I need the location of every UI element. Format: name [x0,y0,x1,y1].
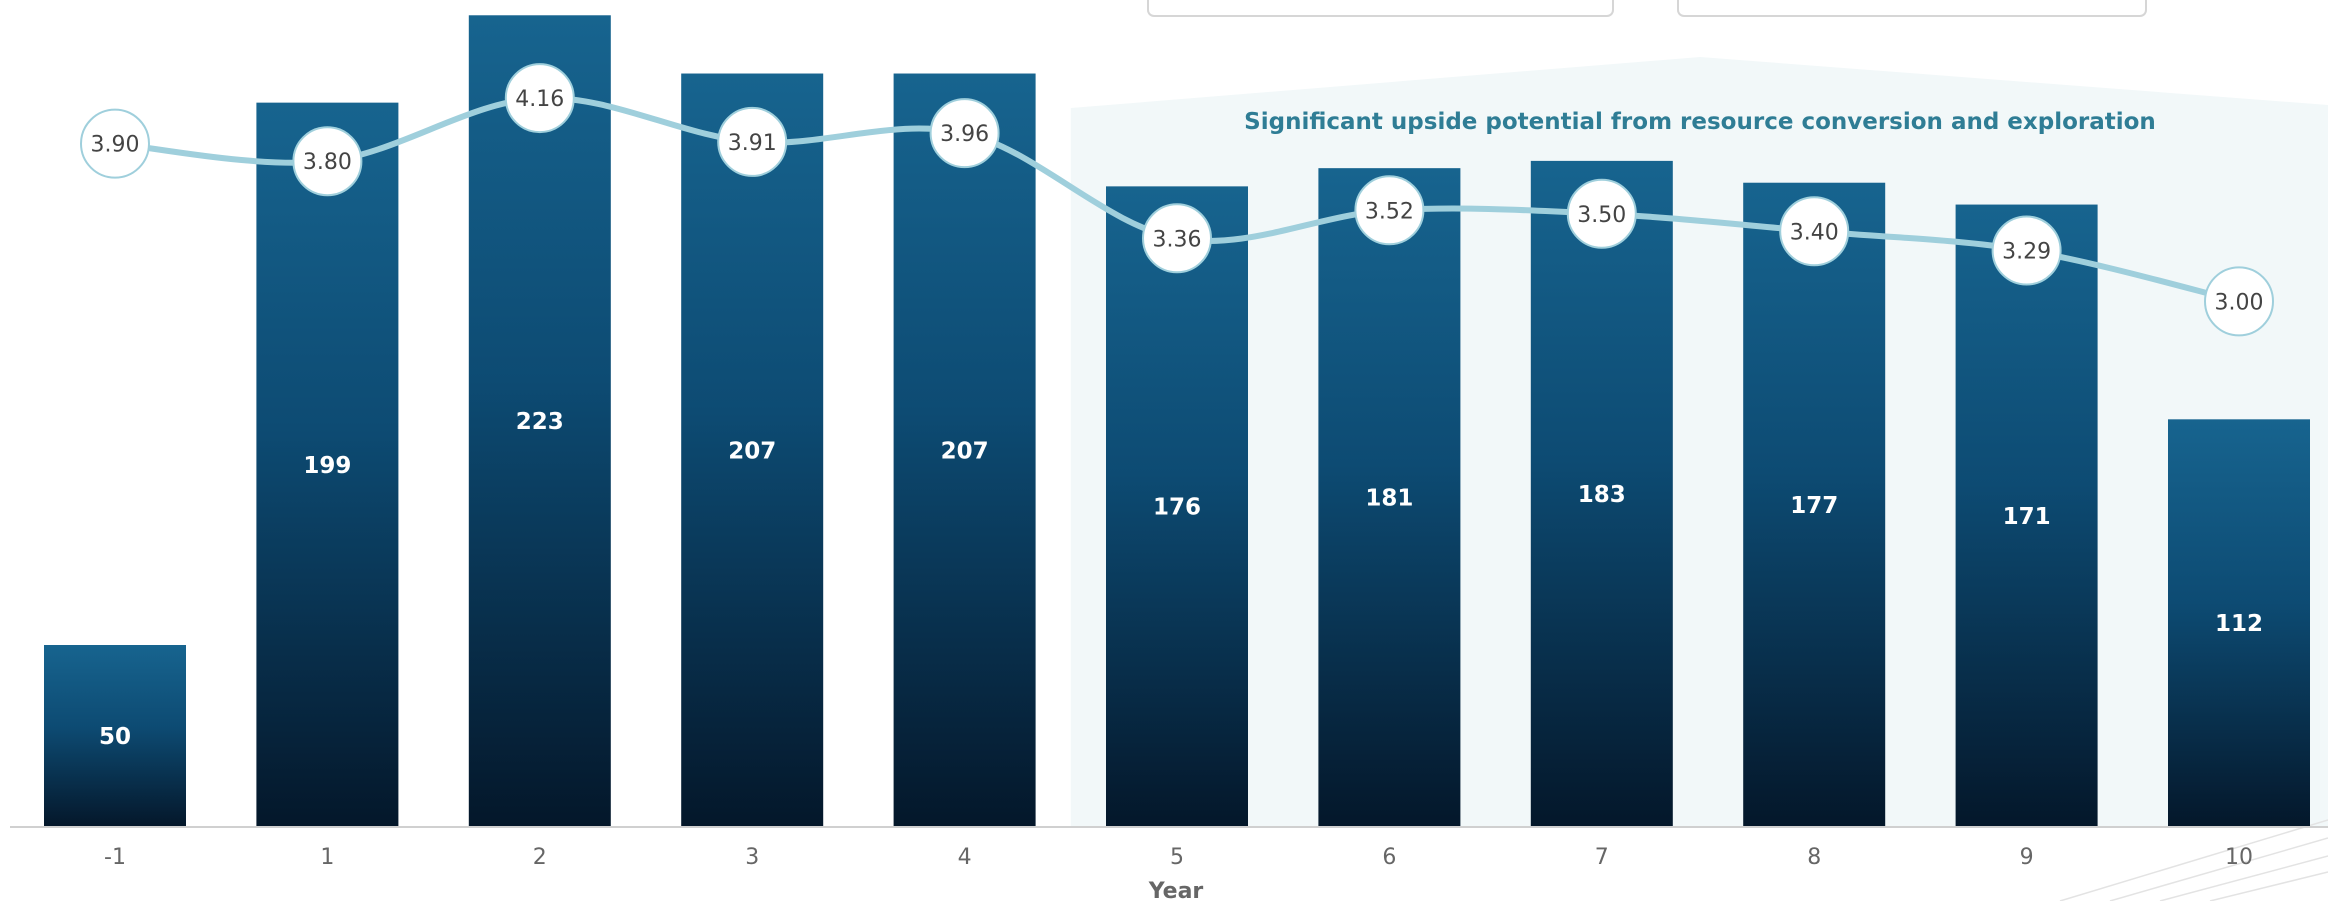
x-axis-title: Year [1148,879,1204,901]
point-label--1: 3.90 [91,133,140,158]
x-tick-3: 3 [745,845,759,870]
bar-label-1: 199 [303,453,351,479]
bar-9 [1955,204,2098,827]
bar--1 [44,645,186,827]
x-tick-9: 9 [2020,845,2034,870]
point-label-8: 3.40 [1790,220,1839,245]
point-2 [504,63,575,134]
bar-4 [893,73,1036,827]
point-label-3: 3.91 [728,131,777,156]
point-label-7: 3.50 [1577,203,1626,228]
bar-series [44,15,2310,828]
bar-5 [1106,186,1248,828]
point-7 [1566,178,1637,249]
x-tick-6: 6 [1382,845,1396,870]
bar-labels: 50 199 223 207 207 176 181 183 177 171 112 [99,409,2263,750]
bar-label--1: 50 [99,724,131,750]
line-points: 3.90 3.80 4.16 3.91 3.96 3.36 3.52 3.50 3.40 3.29… [80,63,2274,337]
bar-3 [681,73,824,827]
bar-label-7: 183 [1578,482,1626,508]
point-8 [1779,196,1850,267]
bar-label-5: 176 [1153,495,1201,521]
point-label-10: 3.00 [2215,290,2264,315]
bar-1 [256,102,399,827]
x-tick-8: 8 [1807,845,1821,870]
bar-10 [2168,419,2310,827]
point-label-9: 3.29 [2002,240,2051,265]
highlight-region [1070,57,2328,827]
bar-label-6: 181 [1365,486,1413,512]
point-5 [1142,203,1212,274]
x-tick--1: -1 [104,845,126,870]
bar-label-2: 223 [516,409,564,435]
point-1 [292,126,363,197]
point-4 [929,98,1000,169]
x-tick-4: 4 [958,845,972,870]
x-tick-5: 5 [1170,845,1184,870]
x-tick-1: 1 [320,845,334,870]
point--1 [80,108,150,179]
bar-8 [1743,182,1886,828]
bar-label-10: 112 [2215,611,2263,637]
x-tick-7: 7 [1595,845,1609,870]
bar-6 [1318,168,1461,827]
bar-label-4: 207 [941,438,989,464]
annotation-text: Significant upside potential from resour… [1244,109,2156,135]
point-10 [2204,266,2274,337]
point-label-2: 4.16 [515,87,564,112]
x-tick-10: 10 [2225,845,2253,870]
bar-label-8: 177 [1790,493,1838,519]
top-card-right [1677,0,2147,17]
point-label-1: 3.80 [303,150,352,175]
point-label-4: 3.96 [940,122,989,147]
corner-decoration [2059,819,2328,901]
point-3 [717,106,788,177]
point-6 [1354,175,1425,246]
point-label-6: 3.52 [1365,199,1414,224]
bar-label-9: 171 [2003,504,2051,530]
bar-7 [1530,160,1673,827]
x-axis-ticks: -1 1 2 3 4 5 6 7 8 9 10 [104,845,2253,870]
bar-label-3: 207 [728,438,776,464]
x-tick-2: 2 [533,845,547,870]
point-9 [1991,215,2062,286]
point-label-5: 3.36 [1153,227,1202,252]
bar-2 [468,15,611,827]
top-card-left [1147,0,1614,17]
